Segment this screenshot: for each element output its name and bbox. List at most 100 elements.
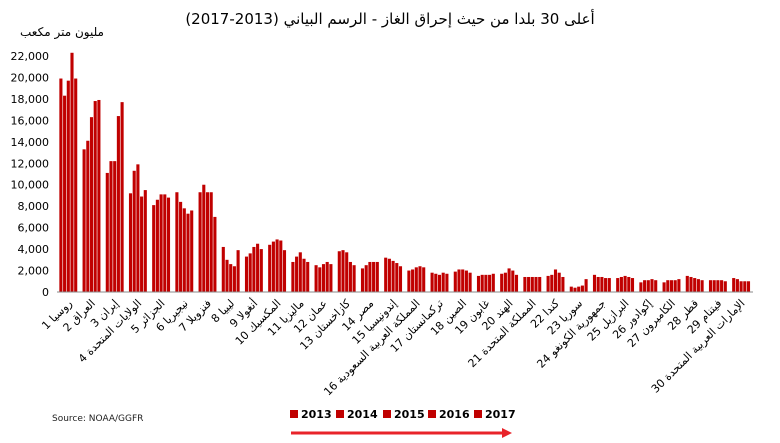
bar	[298, 252, 302, 292]
bar	[464, 270, 468, 292]
legend-swatch	[474, 410, 482, 418]
y-tick-label: 8,000	[18, 200, 50, 213]
bar	[337, 251, 341, 292]
bar	[414, 267, 418, 292]
bar	[325, 261, 329, 292]
bar	[604, 278, 608, 292]
legend-swatch	[383, 410, 391, 418]
bar	[329, 264, 333, 292]
bar	[650, 279, 654, 292]
y-tick-label: 4,000	[18, 243, 50, 256]
bar	[352, 265, 356, 292]
legend-label: 2017	[485, 408, 516, 421]
bar	[507, 268, 511, 292]
bar	[364, 265, 368, 292]
bar	[422, 267, 426, 292]
bar	[580, 285, 584, 292]
bar	[488, 274, 492, 292]
bar	[534, 276, 538, 292]
bar	[577, 286, 581, 292]
bar	[646, 280, 650, 292]
bar	[113, 161, 117, 292]
bar	[248, 253, 252, 292]
bar	[155, 199, 159, 292]
legend-label: 2016	[439, 408, 470, 421]
bar	[527, 276, 531, 292]
bar	[696, 279, 700, 292]
bar	[391, 260, 395, 292]
legend: 2013 2014 2015 2016 2017	[290, 408, 516, 421]
bar	[712, 280, 716, 292]
bar	[708, 280, 713, 292]
bar	[221, 246, 225, 292]
bar	[484, 274, 488, 292]
bar	[441, 272, 445, 292]
bar	[89, 117, 94, 293]
bar	[74, 78, 78, 292]
bar	[476, 275, 481, 292]
bar	[225, 259, 229, 292]
bar	[159, 194, 163, 292]
bar	[500, 273, 504, 292]
arrow-head	[502, 428, 512, 438]
bar	[93, 101, 97, 292]
bar	[82, 149, 86, 292]
bar	[190, 210, 194, 292]
bar	[186, 213, 190, 292]
bar	[318, 267, 322, 292]
bar	[398, 266, 403, 292]
bar	[723, 281, 727, 292]
legend-label: 2015	[394, 408, 425, 421]
bar	[666, 280, 670, 292]
bar	[179, 201, 183, 292]
bar	[395, 263, 399, 292]
bar	[105, 172, 109, 292]
bar	[700, 280, 704, 292]
bar	[136, 164, 140, 292]
bar	[616, 278, 620, 292]
bars	[59, 52, 751, 293]
bar	[437, 274, 442, 292]
bar	[70, 52, 74, 292]
bar	[677, 279, 681, 292]
bar	[384, 257, 388, 292]
bar	[739, 281, 743, 292]
bar	[97, 99, 101, 292]
bar	[232, 266, 236, 292]
bar	[743, 281, 747, 292]
bar	[623, 275, 627, 292]
bar	[205, 192, 210, 292]
bar	[175, 192, 179, 292]
bar	[63, 95, 67, 292]
bar	[244, 256, 249, 292]
bar	[735, 279, 739, 292]
bar	[59, 78, 63, 292]
bar	[619, 276, 623, 292]
bar	[411, 269, 415, 292]
bar	[639, 282, 643, 292]
bar	[468, 272, 472, 292]
bar	[252, 246, 256, 292]
bar	[430, 272, 434, 292]
y-tick-label: 18,000	[11, 93, 50, 106]
bar	[550, 274, 554, 292]
bar	[236, 250, 240, 292]
bar	[592, 274, 597, 292]
bar	[732, 278, 736, 292]
bar	[132, 170, 136, 292]
bar	[306, 261, 310, 292]
bar	[445, 273, 449, 292]
bar	[530, 276, 534, 292]
legend-swatch	[290, 410, 298, 418]
bar	[514, 274, 519, 292]
bar	[538, 276, 542, 292]
bar	[166, 197, 171, 292]
bar	[140, 196, 144, 292]
y-tick-label: 14,000	[11, 136, 50, 149]
bar	[213, 216, 217, 292]
y-axis-ticks: 0 2,000 4,000 6,000 8,000 10,000 12,000 14,000 1…	[11, 50, 50, 299]
bar	[669, 280, 674, 292]
y-tick-label: 22,000	[11, 50, 50, 63]
